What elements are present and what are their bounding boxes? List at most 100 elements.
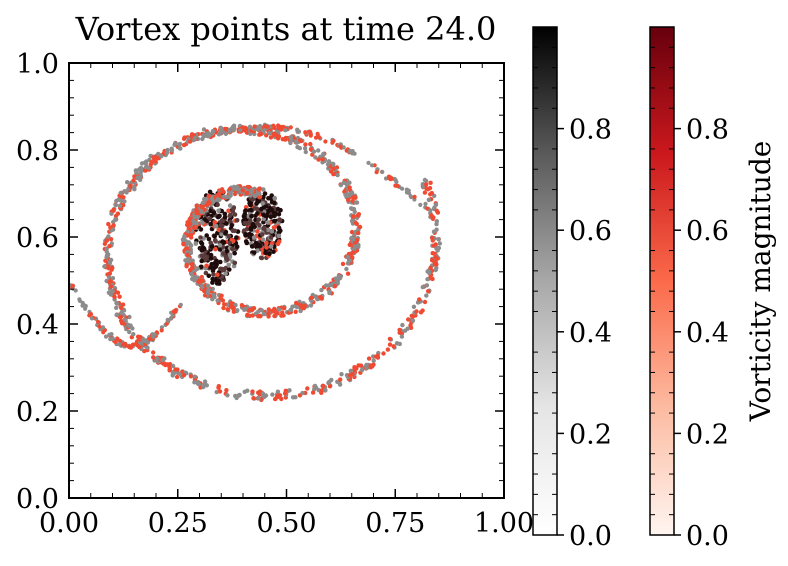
vortex-point: [257, 132, 262, 137]
vortex-point: [245, 312, 250, 318]
vortex-point: [267, 130, 272, 136]
vortex-point: [194, 203, 199, 208]
vortex-point: [279, 396, 284, 402]
vortex-point: [232, 228, 238, 234]
vortex-point: [287, 388, 292, 393]
vortex-point: [428, 265, 433, 270]
vortex-point: [188, 139, 193, 144]
vortex-point: [355, 237, 360, 243]
vortex-point: [344, 148, 349, 153]
vortex-point: [206, 287, 211, 292]
colorbar-tick-label: 0.4: [686, 318, 729, 349]
vortex-point: [253, 240, 259, 246]
vortex-point: [181, 242, 186, 247]
vortex-point: [320, 383, 326, 389]
vortex-point: [145, 340, 150, 345]
x-tick-label: 0.00: [39, 508, 99, 539]
vortex-point: [266, 307, 271, 312]
vortex-point: [243, 208, 248, 213]
vortex-point: [156, 151, 161, 157]
vortex-point: [101, 330, 106, 335]
vortex-point: [230, 124, 236, 130]
vortex-point: [258, 314, 263, 319]
vortex-point: [255, 229, 260, 234]
vortex-point: [218, 223, 224, 228]
vortex-point: [200, 220, 205, 225]
vortex-point: [381, 351, 386, 356]
vortex-point: [355, 213, 360, 218]
vortex-point: [216, 192, 221, 197]
vortex-point: [192, 220, 197, 225]
vortex-point: [235, 308, 240, 313]
vortex-point: [319, 287, 324, 293]
vortex-point: [365, 364, 370, 369]
vortex-point: [223, 231, 228, 236]
vortex-point: [244, 127, 249, 132]
vortex-point: [209, 244, 215, 249]
vortex-point: [249, 307, 255, 312]
vortex-point: [366, 356, 372, 361]
vortex-point: [353, 200, 359, 205]
vortex-point: [257, 243, 263, 249]
vortex-point: [218, 259, 223, 265]
vortex-point: [118, 190, 123, 196]
vortex-point: [422, 190, 428, 195]
vortex-point: [300, 390, 305, 396]
vortex-point: [114, 301, 120, 306]
vortex-point: [184, 262, 189, 268]
vortex-point: [338, 182, 344, 188]
vortex-point: [276, 225, 282, 230]
vortex-point: [214, 281, 220, 286]
vortex-point: [348, 368, 353, 373]
vortex-point: [335, 278, 341, 283]
vortex-point: [146, 165, 151, 171]
vortex-point: [348, 148, 353, 153]
vortex-point: [136, 335, 142, 341]
vortex-point: [214, 389, 219, 395]
vortex-point: [204, 233, 209, 238]
vortex-point: [345, 271, 351, 276]
vortex-point: [277, 217, 282, 222]
vortex-point: [426, 289, 431, 294]
vortex-point: [188, 233, 194, 238]
vortex-point: [208, 252, 214, 258]
vortex-point: [282, 391, 288, 396]
y-axis: 0.0 0.2 0.4 0.6 0.8 1.0: [16, 49, 504, 515]
vortex-point: [338, 377, 343, 382]
vortex-point: [395, 183, 400, 189]
vortex-point: [260, 237, 266, 242]
vortex-point: [206, 236, 212, 242]
vortex-point: [110, 265, 115, 271]
vortex-point: [135, 343, 140, 348]
vortex-point: [327, 384, 333, 389]
vortex-point: [171, 309, 176, 314]
vortex-point: [283, 128, 288, 133]
vortex-point: [323, 139, 328, 144]
vortex-point: [298, 303, 303, 308]
vortex-point: [199, 209, 204, 215]
vortex-point: [224, 257, 230, 263]
vortex-point: [331, 166, 336, 171]
vortex-point: [216, 208, 221, 214]
vortex-point: [127, 345, 132, 350]
vortex-point: [234, 395, 239, 401]
vortex-point: [242, 212, 248, 217]
greyscale-colorbar-fill: [532, 26, 558, 536]
vortex-point: [110, 227, 116, 232]
greyscale-colorbar: 0.0 0.2 0.4 0.6 0.8: [532, 26, 612, 552]
vortex-point: [338, 144, 343, 149]
vortex-point: [217, 243, 223, 248]
vortex-point: [250, 221, 256, 227]
vortex-point: [172, 370, 177, 376]
vortex-point: [268, 244, 274, 249]
vortex-point: [258, 255, 264, 261]
vortex-point: [221, 305, 226, 311]
vortex-point: [204, 263, 209, 269]
vortex-point: [119, 198, 124, 203]
vortex-point: [308, 303, 314, 308]
vortex-point: [249, 189, 254, 195]
vortex-point: [347, 180, 352, 185]
vortex-point: [254, 206, 260, 212]
vortex-point: [352, 243, 358, 248]
vortex-point: [192, 135, 197, 140]
